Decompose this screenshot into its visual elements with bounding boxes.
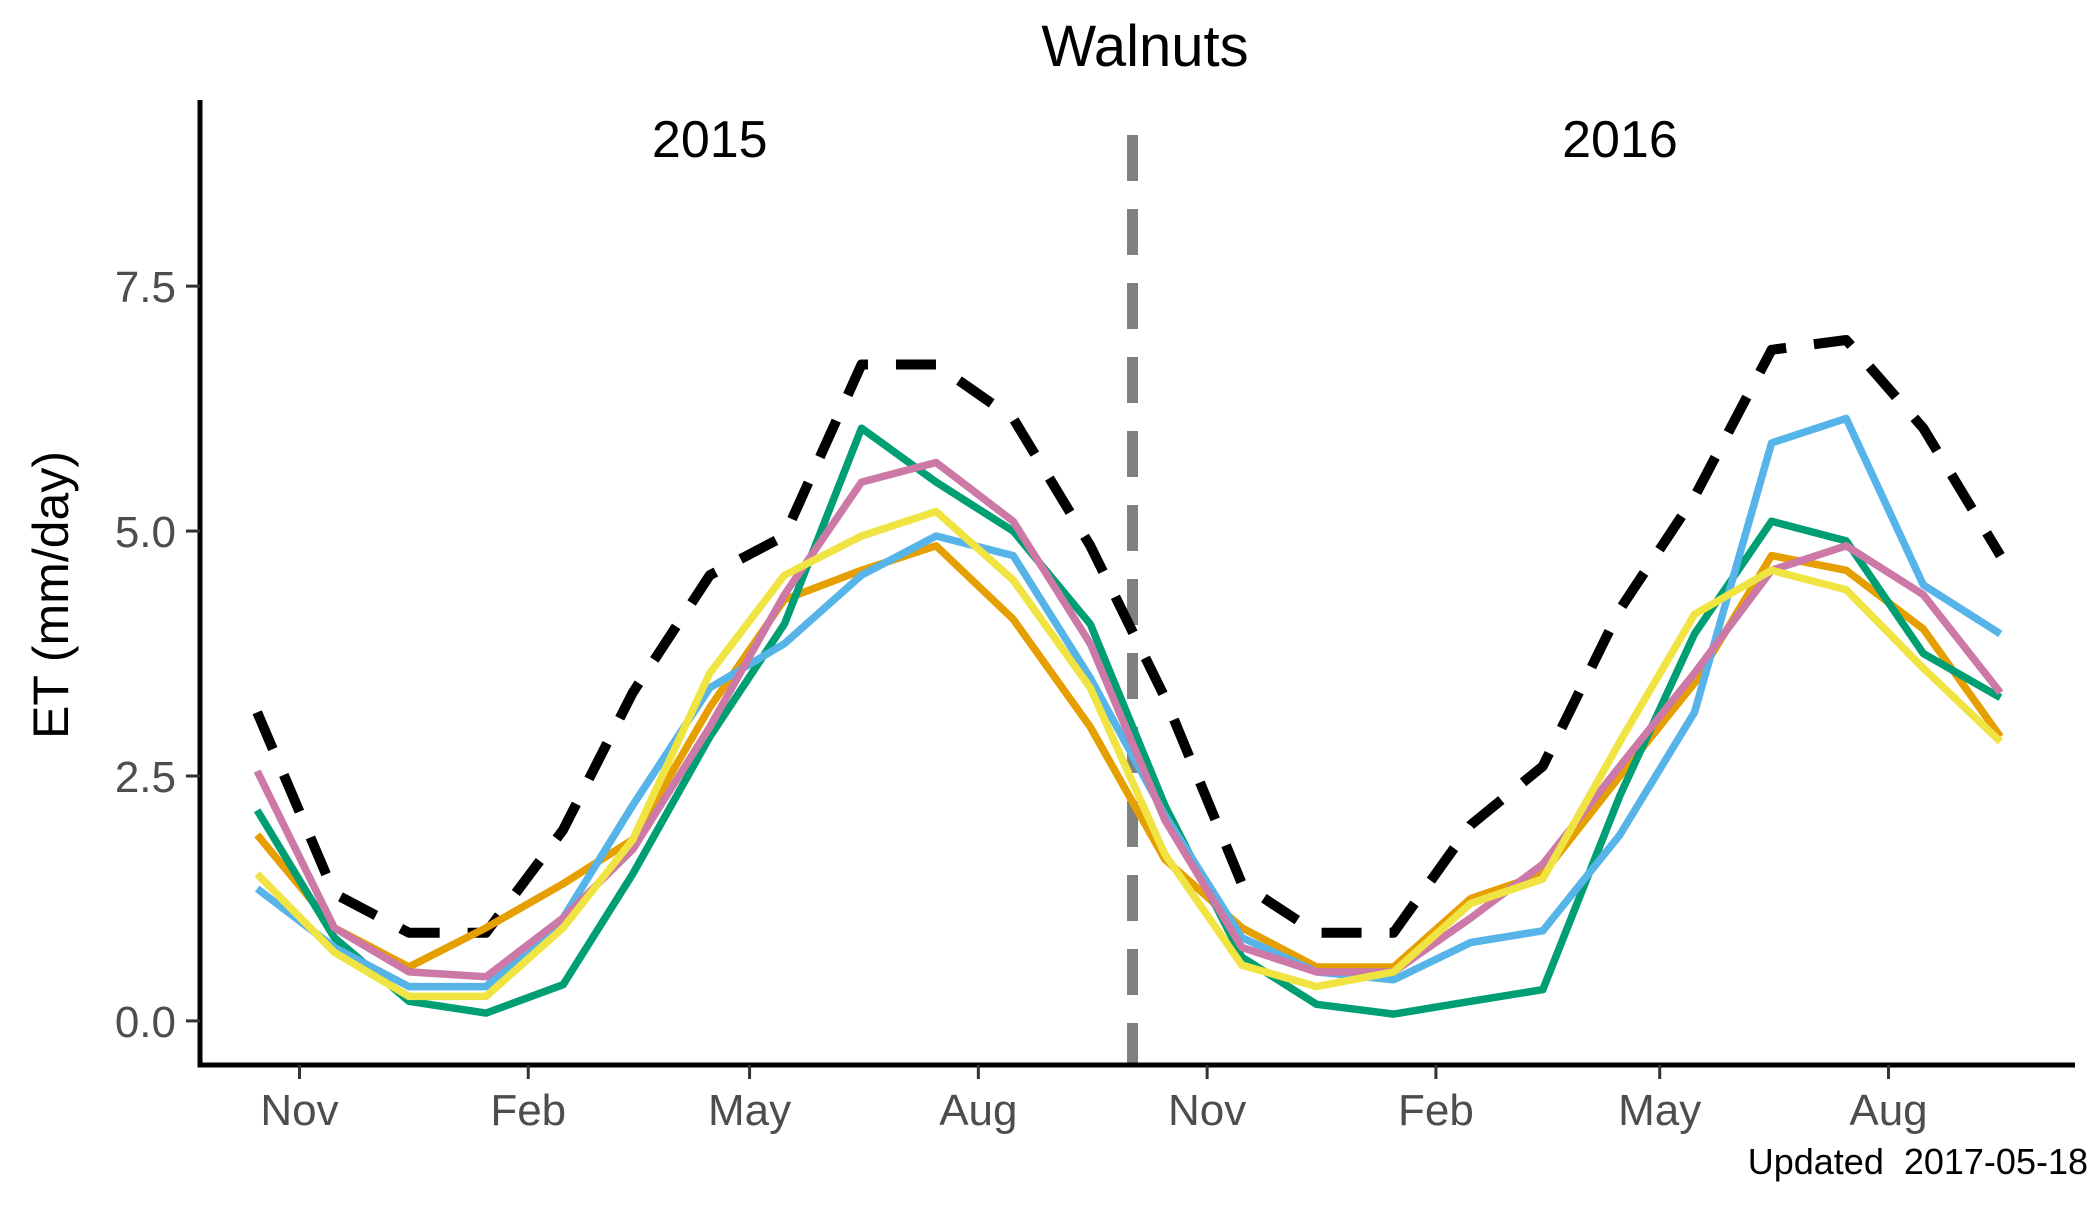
x-tick-label: Feb xyxy=(490,1086,566,1135)
x-tick-label: Feb xyxy=(1398,1086,1474,1135)
year-label-2015: 2015 xyxy=(652,111,768,169)
x-tick-label: Aug xyxy=(939,1086,1017,1135)
y-axis-label: ET (mm/day) xyxy=(23,451,79,739)
series-line-3 xyxy=(253,424,2003,1018)
chart-title: Walnuts xyxy=(1041,14,1248,79)
y-tick-label: 5.0 xyxy=(115,508,176,557)
y-tick-label: 2.5 xyxy=(115,753,176,802)
x-tick-label: Nov xyxy=(260,1086,338,1135)
x-tick-label: May xyxy=(708,1086,791,1135)
y-tick-label: 7.5 xyxy=(115,263,176,312)
series-line-5 xyxy=(253,458,2004,981)
annotation-layer: 2015 2016 xyxy=(652,111,1678,169)
series-line-6 xyxy=(254,507,2003,1001)
axes-layer: 0.0 2.5 5.0 7.5 Nov Feb May Aug Nov Feb May Aug xyxy=(115,100,2075,1135)
x-tick-label: Aug xyxy=(1849,1086,1927,1135)
series-line-1 xyxy=(252,335,2005,938)
x-tick-label: Nov xyxy=(1168,1086,1246,1135)
y-tick-label: 0.0 xyxy=(115,998,176,1047)
series-layer xyxy=(252,335,2005,1018)
x-tick-label: May xyxy=(1618,1086,1701,1135)
updated-caption: Updated 2017-05-18 xyxy=(1748,1141,2088,1182)
year-label-2016: 2016 xyxy=(1562,111,1678,169)
